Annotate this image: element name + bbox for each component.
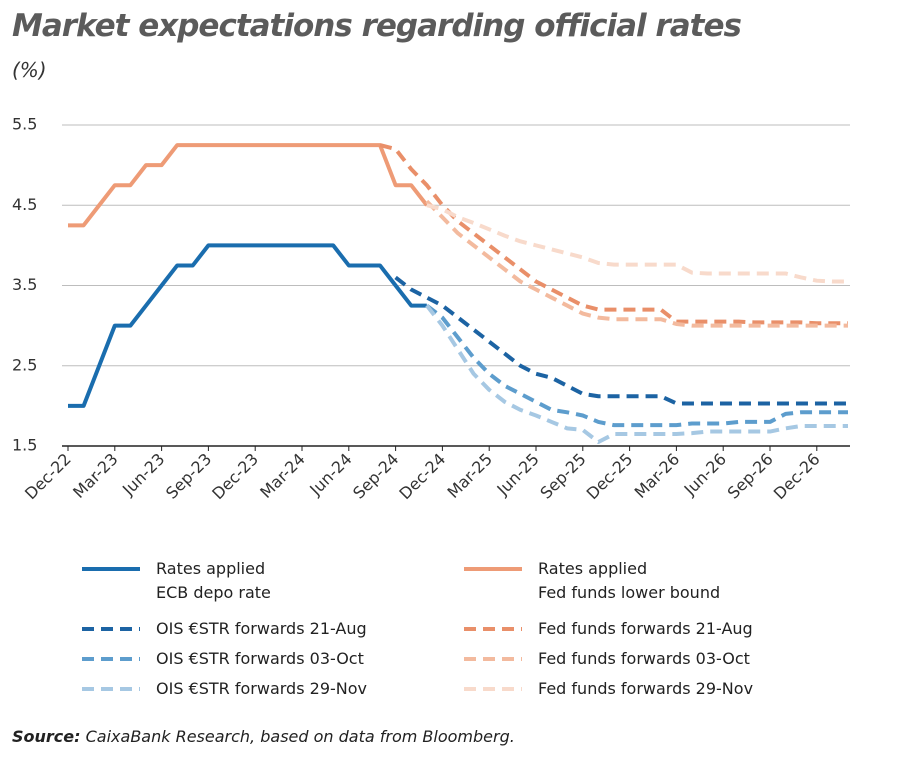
x-tick-label: Mar-26 — [631, 449, 684, 502]
x-tick-label: Jun-24 — [305, 449, 355, 499]
legend-item: OIS €STR forwards 03-Oct — [80, 647, 364, 671]
x-tick-label: Sep-24 — [349, 449, 402, 502]
y-tick-label: 2.5 — [12, 355, 37, 374]
x-tick-label: Dec-23 — [208, 449, 262, 503]
series-line — [68, 143, 429, 228]
legend-swatch — [464, 657, 522, 661]
legend-label: OIS €STR forwards 03-Oct — [156, 649, 364, 668]
series-line — [394, 275, 848, 406]
legend-item: Fed funds forwards 29-Nov — [462, 677, 753, 701]
legend-swatch — [464, 627, 522, 631]
x-tick-label: Jun-23 — [118, 449, 168, 499]
x-tick-label: Sep-26 — [724, 449, 777, 502]
legend-swatch — [82, 657, 140, 661]
legend-item: OIS €STR forwards 21-Aug — [80, 617, 367, 641]
legend-swatch — [82, 687, 140, 691]
series-line — [425, 199, 848, 328]
source: Source: CaixaBank Research, based on dat… — [12, 727, 515, 746]
legend-label: Rates applied ECB depo rate — [156, 559, 271, 602]
legend-label: Fed funds forwards 29-Nov — [538, 679, 754, 698]
y-tick-label: 3.5 — [12, 275, 37, 294]
x-tick-label: Dec-22 — [21, 449, 75, 503]
x-tick-label: Dec-26 — [770, 449, 824, 503]
series-line — [379, 143, 848, 326]
source-label: Source: — [12, 727, 81, 746]
x-tick-label: Dec-24 — [395, 449, 449, 503]
legend-label: Fed funds forwards 21-Aug — [538, 619, 753, 638]
legend-item: Fed funds forwards 03-Oct — [462, 647, 750, 671]
x-tick-label: Jun-25 — [493, 449, 543, 499]
legend-item: Rates applied ECB depo rate — [80, 557, 271, 605]
legend-swatch — [82, 627, 140, 631]
legend-item: Fed funds forwards 21-Aug — [462, 617, 753, 641]
legend-label: OIS €STR forwards 21-Aug — [156, 619, 367, 638]
legend-item: OIS €STR forwards 29-Nov — [80, 677, 367, 701]
y-tick-label: 5.5 — [12, 115, 37, 134]
series-line — [425, 304, 848, 444]
x-tick-label: Mar-23 — [69, 449, 122, 502]
x-tick-label: Jun-26 — [680, 449, 730, 499]
legend-swatch — [464, 567, 522, 571]
legend-swatch — [82, 567, 140, 571]
legend-label: Fed funds forwards 03-Oct — [538, 649, 750, 668]
source-text: CaixaBank Research, based on data from B… — [85, 727, 515, 746]
legend-item: Rates applied Fed funds lower bound — [462, 557, 720, 605]
x-tick-label: Sep-23 — [162, 449, 215, 502]
y-tick-label: 1.5 — [12, 436, 37, 455]
chart-subtitle: (%) — [12, 58, 47, 82]
series-line — [426, 203, 848, 284]
x-tick-label: Mar-24 — [256, 449, 309, 502]
x-tick-label: Sep-25 — [536, 449, 589, 502]
legend-label: OIS €STR forwards 29-Nov — [156, 679, 367, 698]
legend-label: Rates applied Fed funds lower bound — [538, 559, 721, 602]
chart-title: Market expectations regarding official r… — [12, 8, 742, 44]
y-tick-label: 4.5 — [12, 195, 37, 214]
series-line — [68, 243, 427, 408]
series-line — [425, 303, 848, 428]
x-tick-label: Mar-25 — [443, 449, 496, 502]
legend-swatch — [464, 687, 522, 691]
x-tick-label: Dec-25 — [583, 449, 637, 503]
